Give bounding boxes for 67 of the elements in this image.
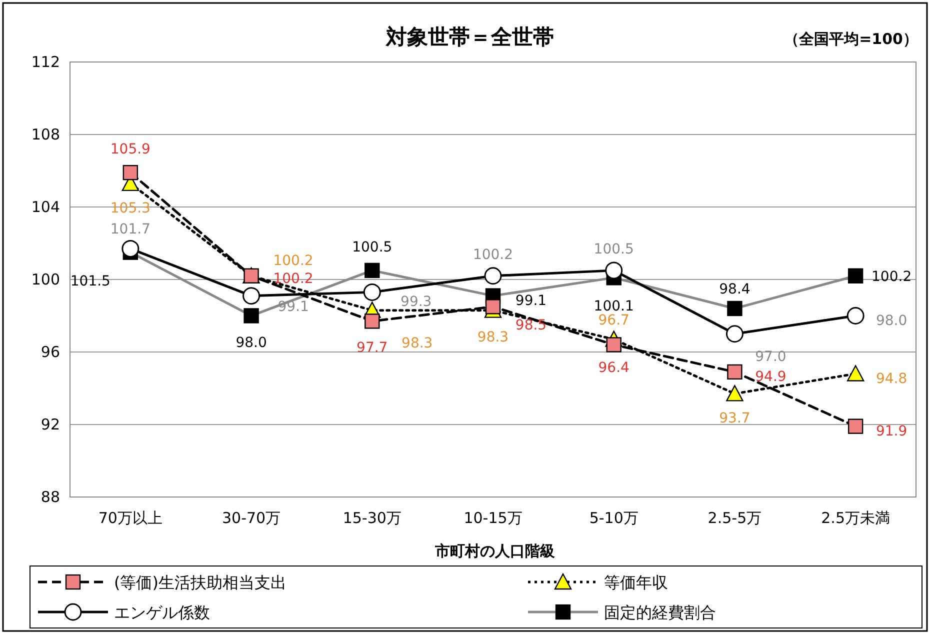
x-tick-label: 2.5-5万	[708, 509, 762, 527]
data-label: 100.5	[352, 239, 392, 256]
point	[244, 308, 259, 324]
data-label: 100.2	[273, 252, 314, 269]
legend-label: エンゲル係数	[114, 603, 210, 622]
point	[846, 307, 864, 324]
data-label: 98.0	[876, 312, 908, 329]
point	[726, 325, 744, 343]
data-label: 100.2	[872, 268, 912, 285]
data-label: 94.8	[876, 370, 908, 387]
y-tick-label: 108	[31, 126, 60, 144]
data-label: 91.9	[876, 423, 908, 440]
y-tick-label: 104	[31, 198, 60, 216]
chart-title: 対象世帯＝全世帯	[385, 25, 554, 49]
point	[364, 314, 380, 329]
point	[727, 364, 742, 380]
data-label: 99.1	[515, 292, 547, 309]
data-label: 100.5	[594, 241, 634, 258]
data-label: 96.4	[598, 360, 630, 376]
point	[848, 268, 864, 284]
data-label: 97.7	[356, 340, 388, 356]
point	[727, 300, 742, 316]
point	[122, 240, 140, 258]
point	[846, 365, 864, 382]
data-label: 93.7	[719, 410, 750, 427]
x-tick-label: 10-15万	[464, 509, 522, 527]
point	[363, 283, 381, 301]
point	[364, 262, 380, 278]
data-label: 98.0	[236, 334, 267, 351]
point	[726, 385, 744, 402]
point	[605, 262, 623, 280]
legend-label: 等価年収	[604, 573, 668, 592]
data-label: 98.3	[402, 335, 433, 352]
point	[242, 287, 260, 305]
data-label: 100.2	[273, 270, 314, 287]
x-tick-label: 30-70万	[222, 509, 281, 527]
data-label: 98.5	[515, 318, 547, 334]
data-label: 96.7	[598, 312, 630, 328]
x-tick-label: 70万以上	[98, 509, 162, 527]
data-label: 100.2	[472, 246, 514, 263]
y-tick-label: 92	[40, 416, 60, 434]
x-tick-label: 15-30万	[342, 509, 402, 527]
data-label: 105.9	[110, 142, 150, 158]
data-label: 105.3	[110, 200, 150, 216]
x-axis-title: 市町村の人口階級	[434, 542, 556, 560]
point	[484, 267, 502, 285]
data-label: 94.9	[755, 368, 786, 385]
data-label: 101.7	[110, 222, 150, 238]
point	[485, 299, 501, 314]
data-label: 99.3	[400, 294, 432, 310]
data-label: 98.3	[477, 329, 509, 346]
point	[122, 164, 138, 180]
data-label: 97.0	[755, 348, 786, 365]
legend-label: 固定的経費割合	[604, 603, 716, 622]
point	[606, 337, 622, 352]
point	[848, 418, 864, 434]
x-tick-label: 5-10万	[589, 509, 638, 527]
y-tick-label: 112	[31, 53, 60, 71]
data-label: 100.1	[594, 298, 634, 315]
y-tick-label: 88	[40, 488, 60, 506]
data-label: 98.4	[719, 282, 750, 298]
text: （全国平均=100）	[784, 30, 918, 48]
x-tick-label: 2.5万未満	[821, 509, 890, 527]
y-tick-label: 100	[31, 270, 60, 288]
legend-label: (等価)生活扶助相当支出	[114, 573, 286, 592]
data-label: 101.5	[70, 273, 110, 290]
y-tick-label: 96	[40, 343, 60, 361]
